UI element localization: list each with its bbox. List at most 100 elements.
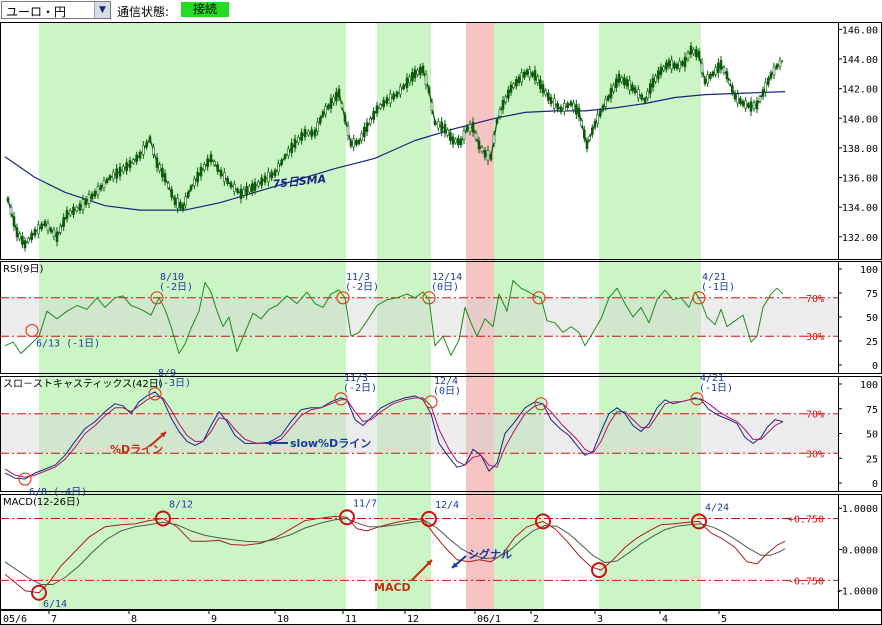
price-candle-body <box>459 138 463 146</box>
price-ytick-label: 144.00 <box>842 55 878 66</box>
price-candle-body <box>297 137 300 143</box>
price-candle-body <box>176 198 179 209</box>
price-candle-body <box>686 52 690 60</box>
price-candle-body <box>181 204 185 211</box>
price-candle-body <box>118 166 122 177</box>
price-candle-body <box>260 177 263 186</box>
price-candle-body <box>239 188 243 199</box>
price-candle-body <box>563 103 566 112</box>
stochastic-signal-circle <box>18 472 32 486</box>
rsi-ytick-label: 25 <box>866 337 878 348</box>
price-candle-body <box>280 159 283 165</box>
rsi-series-0 <box>4 280 784 356</box>
green-zone-1 <box>377 22 431 609</box>
rsi-signal-date: 11/3 <box>346 272 370 283</box>
price-candle-body <box>623 77 626 86</box>
price-candle-body <box>580 120 583 127</box>
price-candle-body <box>659 66 663 75</box>
price-candle-body <box>523 71 526 78</box>
stochastic-series-1 <box>4 395 784 478</box>
price-candle-body <box>319 117 322 124</box>
price-candle-body <box>474 132 478 140</box>
price-candle-body <box>399 86 402 95</box>
price-candle-body <box>68 210 72 216</box>
price-candle-body <box>416 69 419 75</box>
price-candle-body <box>637 89 640 98</box>
price-ytick-label: 140.00 <box>842 114 878 125</box>
price-candle-body <box>75 206 79 212</box>
price-candle-body <box>206 158 209 168</box>
price-candle-body <box>329 98 333 109</box>
price-candle-body <box>9 206 13 215</box>
price-candle-body <box>778 59 782 68</box>
price-candle-body <box>145 141 148 148</box>
price-candle-body <box>125 162 128 172</box>
price-candle-body <box>517 76 521 84</box>
price-candle-body <box>515 79 518 87</box>
price-candle-body <box>46 222 50 231</box>
stochastic-ytick-label: 100 <box>860 380 878 391</box>
currency-pair-select[interactable]: ユーロ・円 ▼ <box>1 1 111 19</box>
macd-series-label: シグナル <box>468 547 512 561</box>
price-candle-body <box>443 123 447 134</box>
green-zone-3 <box>599 22 701 609</box>
price-candle-body <box>489 153 493 160</box>
rsi-signal-circle <box>150 291 164 305</box>
price-candle-body <box>223 172 226 182</box>
price-candle-body <box>290 142 293 154</box>
chart-canvas: 70% 30% 70% 30% +0.750 -0.750 75日SMA RSI(9日) 6/… <box>0 22 882 625</box>
rsi-ytick-label: 50 <box>866 313 878 324</box>
price-candle-body <box>640 94 643 100</box>
price-candle-body <box>520 72 523 83</box>
stochastic-signal-circle <box>424 395 438 409</box>
stochastic-signal-circle <box>148 387 162 401</box>
rsi-level-label: 30% <box>806 332 824 343</box>
price-candle-body <box>553 98 556 109</box>
price-ytick-label: 132.00 <box>842 233 878 244</box>
connection-status-badge: 接続 <box>181 2 229 17</box>
price-candle-body <box>161 167 164 178</box>
price-candle-body <box>620 77 623 83</box>
price-candle-body <box>84 198 88 206</box>
price-candle-body <box>631 84 634 91</box>
price-candle-body <box>203 164 206 171</box>
price-candle-body <box>604 98 607 107</box>
macd-series-label: MACD <box>374 581 411 594</box>
price-candle-body <box>233 183 236 192</box>
price-candle-body <box>695 49 698 58</box>
price-candle-body <box>163 173 167 182</box>
price-candle-body <box>307 130 310 136</box>
price-candle-body <box>349 140 353 147</box>
macd-signal-circle <box>535 513 551 530</box>
stochastic-ytick-label: 0 <box>872 479 878 490</box>
price-candle-body <box>352 138 355 148</box>
rsi-signal-circle <box>422 291 436 305</box>
price-candle-body <box>583 129 586 139</box>
price-ytick-label: 138.00 <box>842 144 878 155</box>
price-candle-body <box>287 148 290 156</box>
price-candle-body <box>440 121 443 132</box>
price-candle-body <box>55 231 59 242</box>
stochastic-signal-circle <box>534 397 548 411</box>
price-candle-body <box>512 83 515 88</box>
price-candle-body <box>449 132 452 141</box>
price-candle-body <box>81 199 85 210</box>
macd-label-arrowhead <box>452 562 458 568</box>
macd-title: MACD(12-26日) <box>3 497 80 508</box>
rsi-signal-circle <box>532 291 546 305</box>
price-candle-body <box>355 139 358 145</box>
price-candle-body <box>501 100 505 110</box>
rsi-signal-date: 12/14 <box>432 272 462 283</box>
price-candle-body <box>408 76 411 84</box>
price-candle-body <box>90 193 94 200</box>
x-tick-label: 11 <box>345 614 357 625</box>
stochastic-level-label: 30% <box>806 449 824 460</box>
price-candle-body <box>421 65 425 74</box>
x-tick-label: 7 <box>51 614 57 625</box>
price-candle-body <box>468 123 472 132</box>
price-candle-body <box>303 129 307 138</box>
price-candle-body <box>719 60 723 70</box>
chevron-down-icon[interactable]: ▼ <box>94 2 110 18</box>
price-candle-body <box>609 87 613 99</box>
price-candle-body <box>219 169 223 177</box>
